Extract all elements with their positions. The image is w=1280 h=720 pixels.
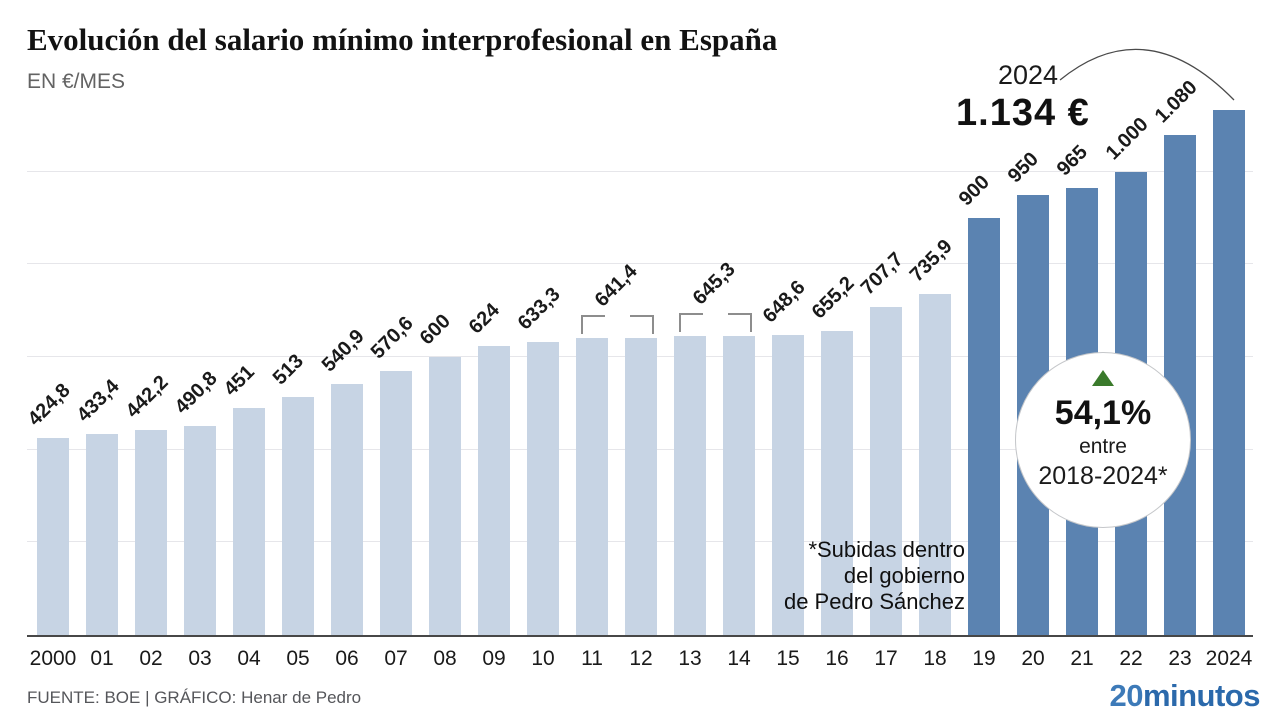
bar-12: [625, 338, 657, 635]
x-tick-label: 19: [972, 647, 996, 670]
bar-value-label: 442,2: [121, 371, 173, 423]
bar-value-label: 707,7: [856, 248, 908, 300]
x-tick-label: 15: [776, 647, 800, 670]
increase-badge: 54,1% entre 2018-2024*: [1015, 352, 1191, 528]
bar-06: [331, 384, 363, 635]
bar-01: [86, 434, 118, 635]
x-tick-label: 21: [1070, 647, 1094, 670]
bar-16: [821, 331, 853, 635]
bar-value-label: 965: [1052, 141, 1092, 181]
x-tick-label: 08: [433, 647, 457, 670]
x-tick-label: 2024: [1205, 647, 1253, 670]
bracket-left: [581, 315, 605, 334]
x-tick-label: 07: [384, 647, 408, 670]
x-tick-label: 05: [286, 647, 310, 670]
bar-09: [478, 346, 510, 635]
x-tick-label: 20: [1021, 647, 1045, 670]
bar-05: [282, 397, 314, 635]
bar-19: [968, 218, 1000, 635]
bar-04: [233, 408, 265, 635]
footnote: *Subidas dentro del gobierno de Pedro Sá…: [784, 537, 965, 615]
brand-prefix: 20: [1109, 678, 1143, 713]
bar-value-label: 424,8: [23, 379, 75, 431]
bar-value-label: 1.000: [1101, 113, 1153, 165]
x-tick-label: 01: [90, 647, 114, 670]
bracket-right: [728, 313, 752, 332]
bar-11: [576, 338, 608, 635]
bar-value-label: 624: [464, 299, 504, 339]
bar-value-label: 600: [415, 310, 455, 350]
callout-arc-icon: [1059, 48, 1235, 101]
bar-10: [527, 342, 559, 635]
bar-value-label: 451: [219, 361, 259, 401]
x-tick-label: 06: [335, 647, 359, 670]
bar-value-label: 900: [954, 171, 994, 211]
bar-13: [674, 336, 706, 635]
bar-value-label: 735,9: [905, 235, 957, 287]
bracket-right: [630, 315, 654, 334]
badge-line2: entre: [1079, 435, 1127, 458]
x-tick-label: 14: [727, 647, 751, 670]
bar-07: [380, 371, 412, 635]
bar-value-label: 540,9: [317, 325, 369, 377]
x-tick-label: 12: [629, 647, 653, 670]
bar-18: [919, 294, 951, 635]
x-tick-label: 18: [923, 647, 947, 670]
bar-value-label: 950: [1003, 148, 1043, 188]
page-title: Evolución del salario mínimo interprofes…: [27, 22, 778, 57]
bar-15: [772, 335, 804, 635]
footnote-line: del gobierno: [843, 563, 965, 588]
footnote-line: *Subidas dentro: [808, 537, 965, 562]
bar-03: [184, 426, 216, 635]
bracket-value-label: 641,4: [590, 260, 642, 312]
source-credit: FUENTE: BOE | GRÁFICO: Henar de Pedro: [27, 688, 362, 707]
brand-logo: 20minutos: [1109, 678, 1260, 714]
bar-14: [723, 336, 755, 635]
badge-percent: 54,1%: [1054, 394, 1152, 432]
bracket-value-label: 645,3: [688, 258, 740, 310]
bar-value-label: 433,4: [72, 375, 124, 427]
x-tick-label: 2000: [29, 647, 77, 670]
x-tick-label: 04: [237, 647, 261, 670]
plot-area: 424,8 2000 433,4 01 442,2 02 490,8 03 451 04 513 05…: [23, 75, 1253, 670]
x-tick-label: 16: [825, 647, 849, 670]
footnote-line: de Pedro Sánchez: [783, 589, 965, 614]
x-tick-label: 03: [188, 647, 212, 670]
gridline-1000: [27, 171, 1253, 172]
bracket-left: [679, 313, 703, 332]
bar-2024: [1213, 110, 1245, 635]
x-tick-label: 23: [1168, 647, 1192, 670]
bar-value-label: 655,2: [807, 272, 859, 324]
badge-line3: 2018-2024*: [1038, 462, 1168, 490]
bar-02: [135, 430, 167, 635]
bar-08: [429, 357, 461, 635]
bar-value-label: 648,6: [758, 276, 810, 328]
callout-year: 2024: [998, 60, 1059, 90]
x-tick-label: 22: [1119, 647, 1143, 670]
x-tick-label: 13: [678, 647, 702, 670]
unit-subtitle: EN €/MES: [27, 70, 126, 93]
x-tick-label: 09: [482, 647, 506, 670]
x-tick-label: 11: [581, 647, 603, 670]
bar-17: [870, 307, 902, 635]
bar-value-label: 490,8: [170, 367, 222, 419]
callout-value: 1.134 €: [956, 92, 1090, 134]
bar-2000: [37, 438, 69, 635]
x-tick-label: 10: [531, 647, 555, 670]
gridline-800: [27, 263, 1253, 264]
x-tick-label: 02: [139, 647, 163, 670]
bar-value-label: 633,3: [513, 283, 565, 335]
brand-suffix: minutos: [1142, 678, 1261, 713]
up-triangle-icon: [1092, 370, 1114, 386]
x-tick-label: 17: [874, 647, 898, 670]
